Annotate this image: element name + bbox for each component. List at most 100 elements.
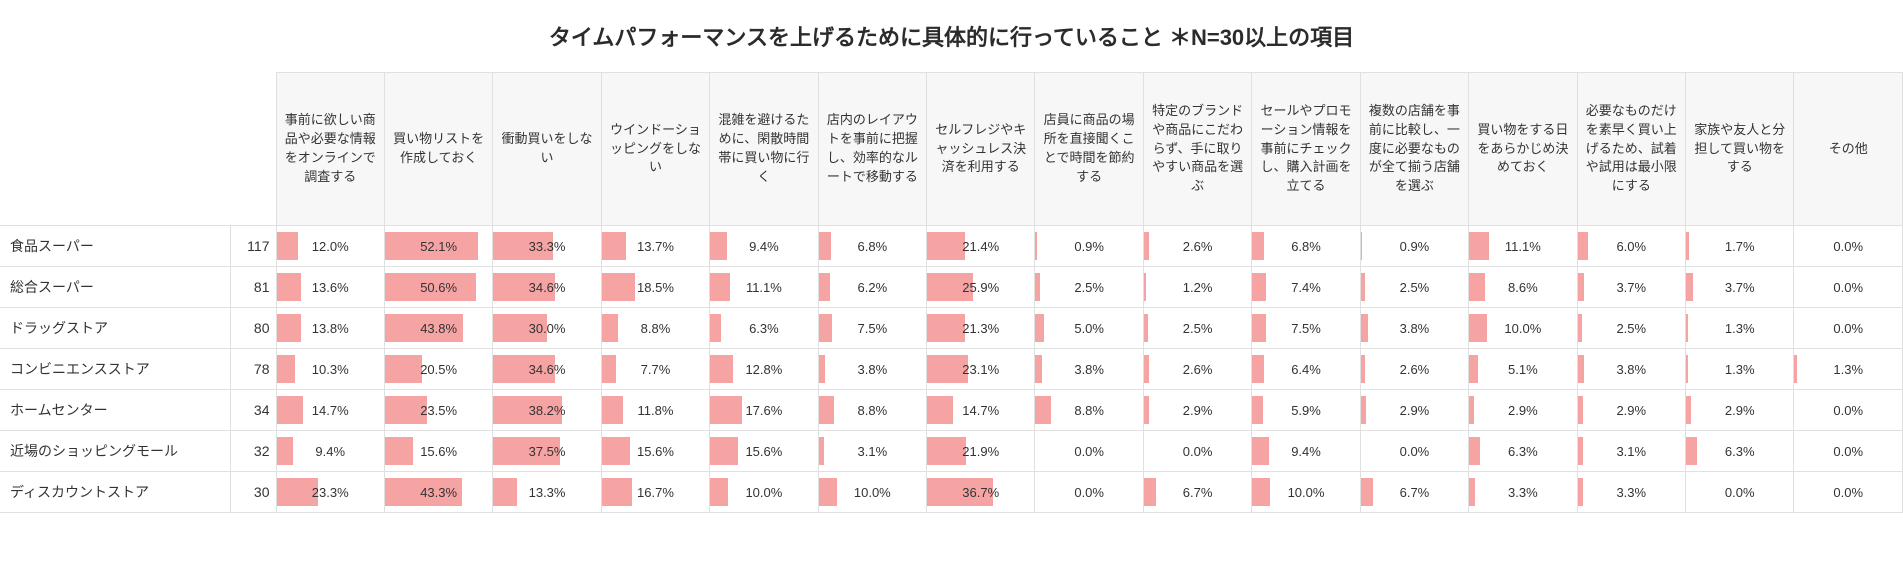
data-cell: 7.5%: [818, 308, 926, 349]
cell-value: 18.5%: [602, 267, 709, 307]
data-cell: 10.0%: [710, 472, 818, 513]
data-cell: 0.0%: [1360, 431, 1468, 472]
table-row: 食品スーパー11712.0%52.1%33.3%13.7%9.4%6.8%21.…: [0, 226, 1903, 267]
cell-value: 21.3%: [927, 308, 1034, 348]
cell-value: 5.1%: [1469, 349, 1576, 389]
cell-value: 9.4%: [1252, 431, 1359, 471]
cell-value: 7.5%: [1252, 308, 1359, 348]
row-label: 総合スーパー: [0, 267, 230, 308]
cell-value: 34.6%: [493, 349, 600, 389]
data-cell: 8.8%: [1035, 390, 1143, 431]
row-n: 30: [230, 472, 276, 513]
cell-value: 3.7%: [1686, 267, 1793, 307]
data-cell: 8.6%: [1469, 267, 1577, 308]
cell-value: 2.9%: [1144, 390, 1251, 430]
data-cell: 0.0%: [1794, 431, 1903, 472]
data-cell: 2.5%: [1035, 267, 1143, 308]
cell-value: 0.0%: [1794, 390, 1902, 430]
data-cell: 25.9%: [927, 267, 1035, 308]
row-n: 117: [230, 226, 276, 267]
cell-value: 2.6%: [1144, 226, 1251, 266]
data-cell: 13.8%: [276, 308, 384, 349]
row-n: 34: [230, 390, 276, 431]
data-cell: 6.2%: [818, 267, 926, 308]
data-cell: 5.9%: [1252, 390, 1360, 431]
cell-value: 10.0%: [1469, 308, 1576, 348]
data-cell: 2.9%: [1469, 390, 1577, 431]
cell-value: 21.9%: [927, 431, 1034, 471]
data-cell: 6.3%: [710, 308, 818, 349]
column-header: セルフレジやキャッシュレス決済を利用する: [927, 73, 1035, 226]
cell-value: 2.5%: [1144, 308, 1251, 348]
cell-value: 33.3%: [493, 226, 600, 266]
data-cell: 7.5%: [1252, 308, 1360, 349]
column-header: 事前に欲しい商品や必要な情報をオンラインで調査する: [276, 73, 384, 226]
data-cell: 2.5%: [1360, 267, 1468, 308]
cell-value: 23.5%: [385, 390, 492, 430]
cell-value: 2.9%: [1578, 390, 1685, 430]
cell-value: 2.9%: [1361, 390, 1468, 430]
data-cell: 36.7%: [927, 472, 1035, 513]
cell-value: 11.1%: [1469, 226, 1576, 266]
data-cell: 34.6%: [493, 267, 601, 308]
cell-value: 21.4%: [927, 226, 1034, 266]
cell-value: 1.2%: [1144, 267, 1251, 307]
data-cell: 21.3%: [927, 308, 1035, 349]
row-n: 80: [230, 308, 276, 349]
data-cell: 2.9%: [1577, 390, 1685, 431]
cell-value: 25.9%: [927, 267, 1034, 307]
cell-value: 13.6%: [277, 267, 384, 307]
data-cell: 0.9%: [1360, 226, 1468, 267]
cell-value: 0.0%: [1794, 431, 1902, 471]
row-n: 78: [230, 349, 276, 390]
cell-value: 2.5%: [1361, 267, 1468, 307]
data-cell: 23.3%: [276, 472, 384, 513]
cell-value: 8.8%: [819, 390, 926, 430]
data-cell: 2.9%: [1360, 390, 1468, 431]
cell-value: 8.8%: [1035, 390, 1142, 430]
data-cell: 38.2%: [493, 390, 601, 431]
data-cell: 3.7%: [1685, 267, 1793, 308]
data-cell: 10.0%: [1469, 308, 1577, 349]
cell-value: 0.0%: [1144, 431, 1251, 471]
data-cell: 3.8%: [1577, 349, 1685, 390]
cell-value: 3.1%: [819, 431, 926, 471]
cell-value: 0.0%: [1794, 267, 1902, 307]
data-cell: 3.1%: [1577, 431, 1685, 472]
row-n: 32: [230, 431, 276, 472]
cell-value: 3.7%: [1578, 267, 1685, 307]
data-cell: 10.3%: [276, 349, 384, 390]
cell-value: 23.3%: [277, 472, 384, 512]
cell-value: 13.3%: [493, 472, 600, 512]
cell-value: 23.1%: [927, 349, 1034, 389]
data-cell: 6.8%: [1252, 226, 1360, 267]
column-header: 買い物リストを作成しておく: [384, 73, 492, 226]
data-cell: 0.0%: [1143, 431, 1251, 472]
cell-value: 14.7%: [927, 390, 1034, 430]
data-cell: 3.8%: [818, 349, 926, 390]
cell-value: 43.3%: [385, 472, 492, 512]
cell-value: 1.3%: [1794, 349, 1902, 389]
data-cell: 8.8%: [601, 308, 709, 349]
column-header: 買い物をする日をあらかじめ決めておく: [1469, 73, 1577, 226]
cell-value: 3.8%: [819, 349, 926, 389]
table-row: ホームセンター3414.7%23.5%38.2%11.8%17.6%8.8%14…: [0, 390, 1903, 431]
cell-value: 17.6%: [710, 390, 817, 430]
cell-value: 2.5%: [1578, 308, 1685, 348]
data-cell: 0.9%: [1035, 226, 1143, 267]
cell-value: 9.4%: [710, 226, 817, 266]
data-cell: 20.5%: [384, 349, 492, 390]
data-cell: 9.4%: [1252, 431, 1360, 472]
cell-value: 2.6%: [1144, 349, 1251, 389]
column-header: 特定のブランドや商品にこだわらず、手に取りやすい商品を選ぶ: [1143, 73, 1251, 226]
data-cell: 52.1%: [384, 226, 492, 267]
cell-value: 3.3%: [1469, 472, 1576, 512]
cell-value: 0.0%: [1794, 226, 1902, 266]
cell-value: 2.5%: [1035, 267, 1142, 307]
cell-value: 6.3%: [1469, 431, 1576, 471]
cell-value: 50.6%: [385, 267, 492, 307]
column-header: 複数の店舗を事前に比較し、一度に必要なものが全て揃う店舗を選ぶ: [1360, 73, 1468, 226]
row-n: 81: [230, 267, 276, 308]
data-cell: 43.8%: [384, 308, 492, 349]
data-cell: 5.1%: [1469, 349, 1577, 390]
